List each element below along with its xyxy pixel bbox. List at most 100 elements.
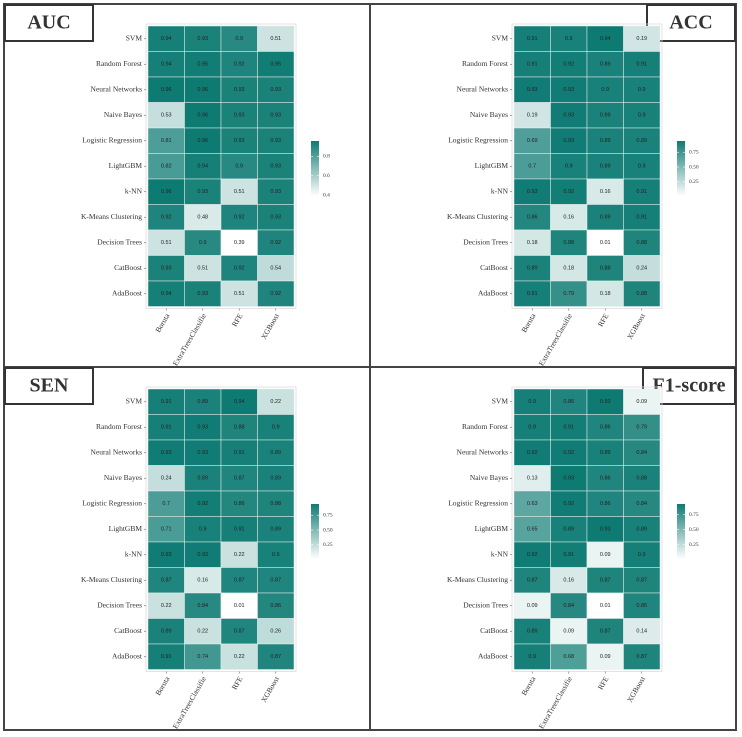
cell-label: 0.87: [234, 578, 245, 584]
y-tick-label: K-Means Clustering: [447, 212, 508, 221]
heatmap-cell: [147, 490, 185, 517]
cell-label: 0.91: [563, 552, 574, 558]
cell-label: 0.87: [270, 654, 281, 660]
panel: SEN SVM 0.91 0.89 0.94 0.22 Random Forest 0.91 0…: [3, 366, 371, 731]
heatmap-cell: [257, 153, 295, 180]
cell-label: 0.01: [600, 240, 611, 246]
cell-label: 0.09: [527, 603, 538, 609]
heatmap-cell: [586, 229, 624, 256]
cell-label: 0.09: [636, 399, 647, 405]
heatmap-cell: [623, 618, 661, 645]
heatmap-cell: [147, 178, 185, 205]
heatmap-cell: [184, 280, 222, 307]
heatmap-cell: [147, 643, 185, 670]
cell-label: 0.51: [270, 36, 281, 42]
heatmap-cell: [623, 490, 661, 517]
heatmap-cell: [586, 153, 624, 180]
cell-label: 0.93: [197, 425, 208, 431]
heatmap-cell: [184, 204, 222, 231]
cell-label: 0.91: [527, 36, 538, 42]
heatmap-cell: [220, 439, 258, 466]
colorbar-label: 0.75: [323, 513, 333, 519]
cell-label: 0.92: [527, 552, 538, 558]
colorbar-label: 0.50: [323, 527, 333, 533]
cell-label: 0.91: [636, 215, 647, 221]
cell-label: 0.94: [197, 164, 208, 170]
cell-label: 0.89: [197, 399, 208, 405]
y-tick-label: Naive Bayes: [470, 110, 508, 119]
cell-label: 0.93: [234, 87, 245, 93]
heatmap-cell: [513, 388, 551, 415]
heatmap-cell: [586, 567, 624, 594]
heatmap-cell: [220, 76, 258, 103]
heatmap-cell: [257, 76, 295, 103]
cell-label: 0.94: [600, 36, 611, 42]
cell-label: 0.69: [527, 138, 538, 144]
cell-label: 0.92: [563, 450, 574, 456]
heatmap-cell: [184, 76, 222, 103]
cell-label: 0.39: [234, 240, 245, 246]
y-tick-label: k-NN: [125, 186, 143, 195]
heatmap-cell: [513, 490, 551, 517]
heatmap-cell: [623, 541, 661, 568]
cell-label: 0.93: [161, 552, 172, 558]
cell-label: 0.93: [270, 164, 281, 170]
heatmap-cell: [586, 439, 624, 466]
heatmap-cell: [586, 414, 624, 441]
cell-label: 0.89: [636, 527, 647, 533]
heatmap-cell: [586, 388, 624, 415]
cell-label: 0.22: [234, 654, 245, 660]
cell-label: 0.88: [234, 425, 245, 431]
cell-label: 0.9: [528, 399, 536, 405]
heatmap-cell: [257, 229, 295, 256]
heatmap-cell: [550, 567, 588, 594]
cell-label: 0.91: [527, 62, 538, 68]
y-tick-label: AdaBoost: [112, 288, 143, 297]
y-tick-label: Naive Bayes: [104, 110, 142, 119]
heatmap-cell: [550, 465, 588, 492]
y-tick-label: AdaBoost: [112, 651, 143, 660]
heatmap-cell: [147, 618, 185, 645]
heatmap-cell: [147, 127, 185, 154]
cell-label: 0.93: [234, 138, 245, 144]
colorbar-label: 0.75: [689, 150, 699, 156]
heatmap-cell: [586, 51, 624, 78]
heatmap-cell: [147, 255, 185, 282]
cell-label: 0.9: [528, 425, 536, 431]
panel-title: SEN: [30, 375, 69, 397]
panel-title: F1-score: [653, 375, 726, 397]
cell-label: 0.9: [638, 87, 646, 93]
cell-label: 0.92: [197, 501, 208, 507]
cell-label: 0.93: [161, 450, 172, 456]
y-tick-label: Neural Networks: [457, 84, 509, 93]
cell-label: 0.93: [197, 36, 208, 42]
heatmap-cell: [147, 592, 185, 619]
cell-label: 0.51: [161, 240, 172, 246]
heatmap-cell: [257, 541, 295, 568]
heatmap-cell: [184, 567, 222, 594]
cell-label: 0.92: [563, 189, 574, 195]
y-tick-label: SVM: [126, 33, 143, 42]
colorbar-label: 0.4: [323, 192, 330, 198]
cell-label: 0.91: [234, 527, 245, 533]
heatmap-cell: [513, 592, 551, 619]
cell-label: 0.26: [270, 629, 281, 635]
panel-title: ACC: [669, 12, 712, 34]
cell-label: 0.89: [600, 113, 611, 119]
y-tick-label: Decision Trees: [97, 237, 142, 246]
cell-label: 0.9: [272, 425, 280, 431]
y-tick-label: Neural Networks: [91, 84, 143, 93]
cell-label: 0.84: [563, 603, 574, 609]
cell-label: 0.09: [600, 654, 611, 660]
cell-label: 0.93: [563, 476, 574, 482]
cell-label: 0.93: [527, 87, 538, 93]
heatmap-cell: [257, 465, 295, 492]
cell-label: 0.9: [565, 164, 573, 170]
heatmap-cell: [257, 516, 295, 543]
y-tick-label: Random Forest: [96, 59, 143, 68]
heatmap-cell: [513, 567, 551, 594]
colorbar: [311, 504, 319, 559]
cell-label: 0.96: [197, 113, 208, 119]
cell-label: 0.9: [528, 654, 536, 660]
panel: ACC SVM 0.91 0.9 0.94 0.19 Random Forest 0.91 0.…: [369, 3, 737, 368]
